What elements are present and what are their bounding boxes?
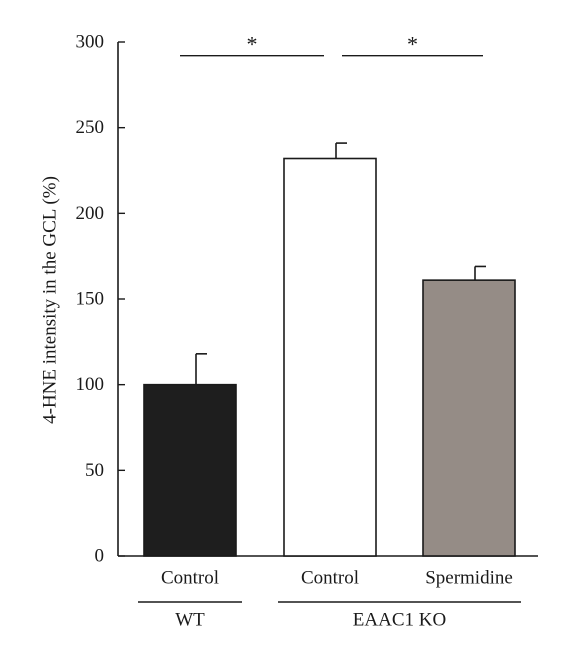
bars: [143, 142, 516, 557]
group-label-1: EAAC1 KO: [353, 610, 446, 631]
y-tick-label-150: 150: [76, 289, 105, 310]
significance-star-1: *: [407, 32, 418, 57]
bar-1: [283, 157, 377, 557]
category-label-1: Control: [301, 568, 359, 589]
bar-2: [422, 279, 516, 557]
y-tick-label-250: 250: [76, 117, 105, 138]
y-tick-label-0: 0: [95, 546, 105, 567]
y-tick-label-300: 300: [76, 32, 105, 53]
y-tick-label-100: 100: [76, 374, 105, 395]
bar-0: [143, 383, 237, 557]
y-tick-label-200: 200: [76, 203, 105, 224]
y-axis-label: 4-HNE intensity in the GCL (%): [40, 176, 61, 424]
group-label-0: WT: [175, 610, 205, 631]
labels: 0 50 100 150 200 250 300 Control Control Spermidi…: [76, 32, 513, 631]
category-label-0: Control: [161, 568, 219, 589]
significance-star-0: *: [247, 32, 258, 57]
y-tick-label-50: 50: [85, 460, 104, 481]
category-label-2: Spermidine: [425, 568, 513, 589]
